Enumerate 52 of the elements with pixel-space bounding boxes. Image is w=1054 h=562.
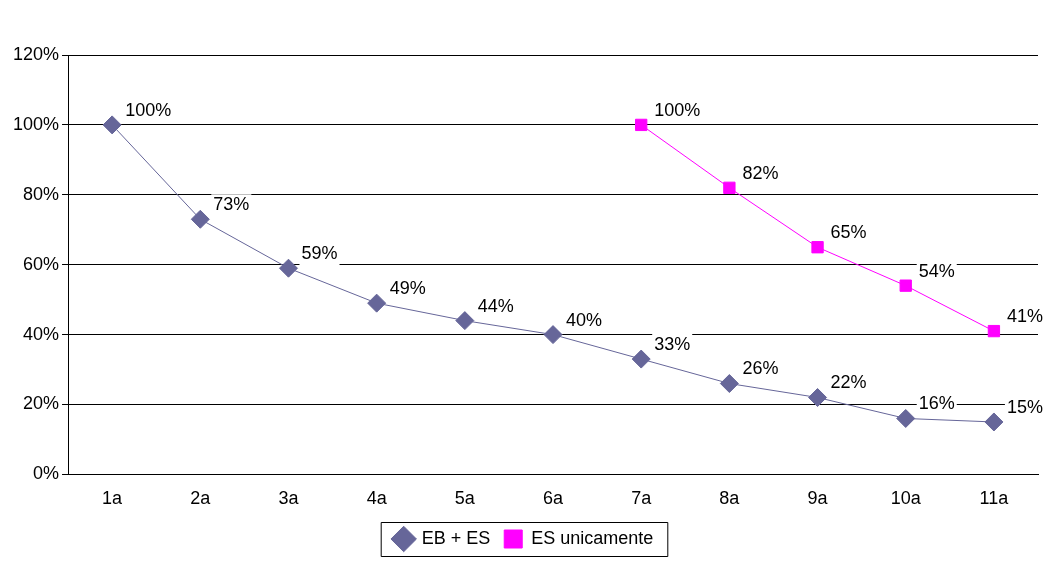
data-label: 100%: [125, 99, 172, 120]
point: [719, 374, 739, 394]
y-tick-label: 100%: [12, 113, 60, 134]
point: [635, 118, 648, 132]
data-label: 73%: [213, 194, 250, 215]
point: [896, 408, 916, 428]
point: [808, 388, 828, 408]
point: [984, 412, 1004, 432]
y-tick-label: 0%: [33, 463, 60, 484]
y-tick-label: 120%: [12, 43, 60, 64]
data-label: 40%: [566, 309, 603, 330]
point: [543, 325, 563, 345]
point: [278, 258, 298, 278]
x-tick-label: 10a: [890, 488, 922, 509]
data-label: 59%: [301, 243, 338, 264]
x-tick-label: 6a: [543, 488, 565, 509]
x-tick-label: 3a: [278, 488, 300, 509]
x-tick-label: 5a: [454, 488, 476, 509]
point: [455, 311, 475, 331]
data-label: 33%: [654, 334, 691, 355]
data-label: 22%: [830, 372, 867, 393]
data-label: 65%: [830, 222, 867, 243]
x-tick-label: 4a: [366, 488, 388, 509]
data-label: 26%: [742, 358, 779, 379]
data-label: 41%: [1006, 306, 1043, 327]
point: [987, 324, 1001, 338]
point: [631, 349, 651, 369]
y-tick-label: 60%: [23, 253, 60, 274]
point: [723, 181, 736, 194]
legend-label: ES unicamente: [531, 527, 654, 548]
data-label: 100%: [654, 99, 701, 120]
data-label: 44%: [477, 295, 514, 316]
point: [367, 293, 387, 313]
x-tick-label: 9a: [807, 488, 829, 509]
x-tick-label: 1a: [102, 488, 124, 509]
data-label: 49%: [389, 278, 426, 299]
legend-label: EB + ES: [421, 527, 491, 548]
point: [102, 115, 122, 135]
x-tick-label: 2a: [190, 488, 212, 509]
data-label: 16%: [918, 393, 955, 414]
point: [190, 209, 210, 229]
point: [811, 241, 824, 254]
data-label: 82%: [742, 162, 779, 183]
x-tick-label: 11a: [979, 488, 1010, 509]
y-tick-label: 20%: [23, 393, 60, 414]
y-tick-label: 80%: [23, 183, 60, 204]
y-tick-label: 40%: [23, 323, 60, 344]
data-label: 15%: [1006, 396, 1043, 417]
data-label: 54%: [918, 260, 955, 281]
x-tick-label: 7a: [631, 488, 653, 509]
point: [899, 279, 912, 292]
x-tick-label: 8a: [719, 488, 741, 509]
